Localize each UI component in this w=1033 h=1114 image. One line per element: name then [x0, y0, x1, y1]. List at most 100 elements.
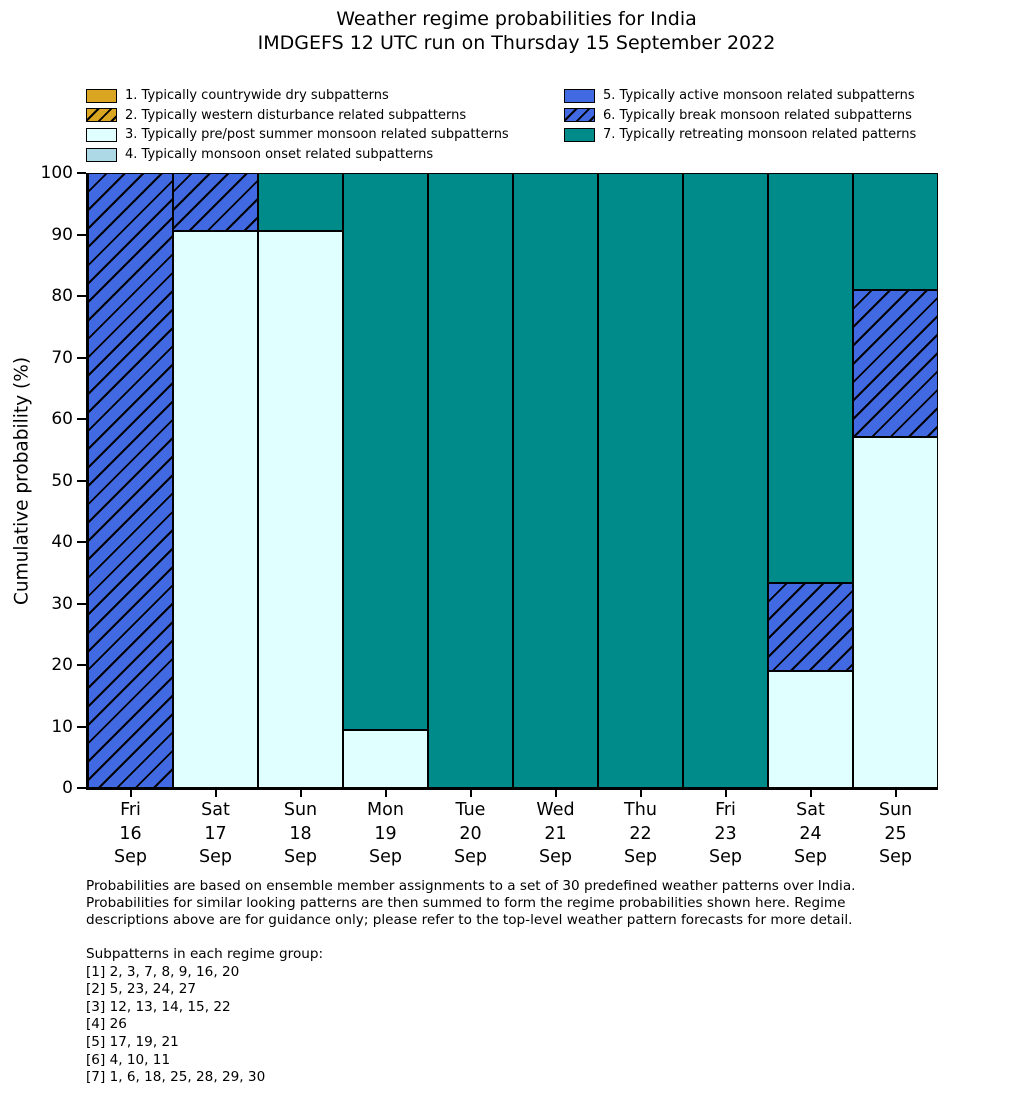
- bar-segment-regime-6: [88, 173, 173, 788]
- footnote-line-1: Probabilities are based on ensemble memb…: [86, 878, 856, 894]
- x-tick-label-line: Fri: [715, 800, 736, 820]
- legend-item-right-0: 5. Typically active monsoon related subp…: [564, 86, 916, 106]
- y-tick: [77, 787, 86, 789]
- x-tick-label-line: Sep: [624, 847, 657, 867]
- y-tick: [77, 233, 86, 236]
- x-tick-label: Sun 18 Sep: [284, 799, 317, 870]
- x-tick: [299, 790, 302, 797]
- bar-segment-regime-6: [173, 173, 258, 232]
- y-tick-label: 90: [51, 224, 73, 245]
- x-tick: [724, 790, 727, 797]
- x-tick: [894, 790, 897, 797]
- legend-item-left-2: 3. Typically pre/post summer monsoon rel…: [86, 125, 509, 145]
- bar-segment-regime-6: [768, 583, 853, 672]
- bar-segment-regime-3: [343, 729, 428, 788]
- y-tick-label: 0: [62, 778, 73, 798]
- chart-title: Weather regime probabilities for India: [336, 8, 697, 30]
- x-tick: [129, 790, 132, 797]
- chart-title-block: Weather regime probabilities for India I…: [0, 7, 1033, 55]
- x-tick: [214, 790, 217, 797]
- x-tick-label-line: 23: [714, 823, 737, 844]
- footnote-line-2: Probabilities for similar looking patter…: [86, 895, 846, 912]
- bar-segment-regime-7: [513, 173, 598, 788]
- legend-swatch-icon: [564, 127, 595, 142]
- subpattern-line-3: [3] 12, 13, 14, 15, 22: [86, 998, 231, 1015]
- bar-segment-regime-7: [258, 173, 343, 232]
- legend-swatch-icon: [86, 108, 117, 123]
- x-tick-label: Sat 17 Sep: [199, 799, 232, 870]
- x-tick-label-line: Sep: [709, 847, 742, 867]
- y-tick: [77, 602, 86, 605]
- y-tick-label: 60: [51, 409, 73, 429]
- y-tick-label: 20: [51, 655, 73, 675]
- y-tick-label: 30: [51, 593, 73, 614]
- bar-sun-18: [258, 173, 343, 788]
- x-tick-label-line: Sun: [283, 800, 318, 820]
- x-tick: [384, 790, 387, 797]
- x-tick-label-line: 18: [289, 823, 312, 844]
- x-tick-label-line: 22: [629, 823, 652, 844]
- bar-segment-regime-3: [173, 231, 258, 788]
- y-tick-label: 40: [51, 532, 73, 552]
- x-tick-label-line: Sep: [199, 847, 232, 867]
- x-tick-label-line: Thu: [624, 800, 657, 820]
- x-tick-label: Thu 22 Sep: [624, 799, 657, 870]
- y-tick-label: 100: [40, 163, 73, 183]
- x-tick-label-line: Sat: [201, 800, 230, 820]
- legend-swatch-icon: [86, 147, 117, 162]
- x-tick-label-line: Sun: [878, 800, 913, 820]
- x-tick-label-line: 16: [119, 823, 142, 844]
- x-tick-label-line: 24: [799, 823, 822, 844]
- x-tick-label-line: 17: [204, 823, 227, 844]
- y-tick-label: 50: [51, 470, 73, 491]
- x-tick-label-line: 25: [884, 823, 907, 844]
- bar-segment-regime-3: [853, 436, 938, 788]
- y-tick: [77, 418, 86, 420]
- bar-segment-regime-6: [853, 289, 938, 437]
- x-tick: [809, 790, 812, 797]
- x-tick-label: Mon 19 Sep: [367, 799, 404, 870]
- bar-sat-24: [768, 173, 853, 788]
- chart-subtitle: IMDGEFS 12 UTC run on Thursday 15 Septem…: [257, 32, 776, 54]
- bar-segment-regime-7: [683, 173, 768, 788]
- x-tick-label-line: Tue: [455, 800, 486, 820]
- y-tick: [77, 356, 86, 359]
- legend-swatch-icon: [564, 88, 595, 103]
- x-tick-label-line: Sep: [114, 847, 147, 867]
- x-tick-label-line: Fri: [120, 800, 141, 820]
- subpattern-line-6: [6] 4, 10, 11: [86, 1051, 171, 1068]
- footnote-line-3: descriptions above are for guidance only…: [86, 912, 853, 929]
- x-tick-label-line: Sep: [794, 847, 827, 867]
- bar-segment-regime-7: [768, 173, 853, 584]
- bar-segment-regime-7: [343, 173, 428, 730]
- x-tick-label: Fri 23 Sep: [709, 799, 742, 870]
- footnote: Probabilities are based on ensemble memb…: [86, 878, 855, 930]
- subpattern-line-1: [1] 2, 3, 7, 8, 9, 16, 20: [86, 963, 240, 980]
- bar-fri-23: [683, 173, 768, 788]
- x-tick-label-line: 19: [374, 823, 397, 844]
- x-tick-label-line: Sep: [369, 847, 402, 867]
- subpatterns-block: Subpatterns in each regime group: [1] 2,…: [86, 946, 323, 1087]
- y-tick-label: 70: [51, 347, 73, 368]
- legend-item-label: 5. Typically active monsoon related subp…: [603, 88, 915, 104]
- bar-wed-21: [513, 173, 598, 788]
- bar-mon-19: [343, 173, 428, 788]
- subpattern-line-7: [7] 1, 6, 18, 25, 28, 29, 30: [86, 1069, 266, 1086]
- bar-segment-regime-3: [258, 231, 343, 788]
- bar-fri-16: [88, 173, 173, 788]
- bar-segment-regime-3: [768, 671, 853, 788]
- legend-swatch-icon: [564, 108, 595, 123]
- y-tick: [77, 295, 86, 297]
- y-tick: [77, 664, 86, 666]
- x-tick-label-line: Sep: [284, 847, 317, 867]
- y-tick-label: 10: [51, 716, 73, 737]
- legend-item-right-1: 6. Typically break monsoon related subpa…: [564, 106, 916, 126]
- legend-item-left-1: 2. Typically western disturbance related…: [86, 106, 509, 126]
- subpatterns-heading: Subpatterns in each regime group:: [86, 946, 324, 962]
- y-tick-label: 80: [51, 286, 73, 306]
- y-tick: [77, 725, 86, 728]
- x-tick-label-line: Wed: [536, 800, 575, 820]
- legend-column-right: 5. Typically active monsoon related subp…: [564, 86, 916, 145]
- legend-item-label: 6. Typically break monsoon related subpa…: [603, 107, 912, 123]
- x-tick-label: Fri 16 Sep: [114, 799, 147, 870]
